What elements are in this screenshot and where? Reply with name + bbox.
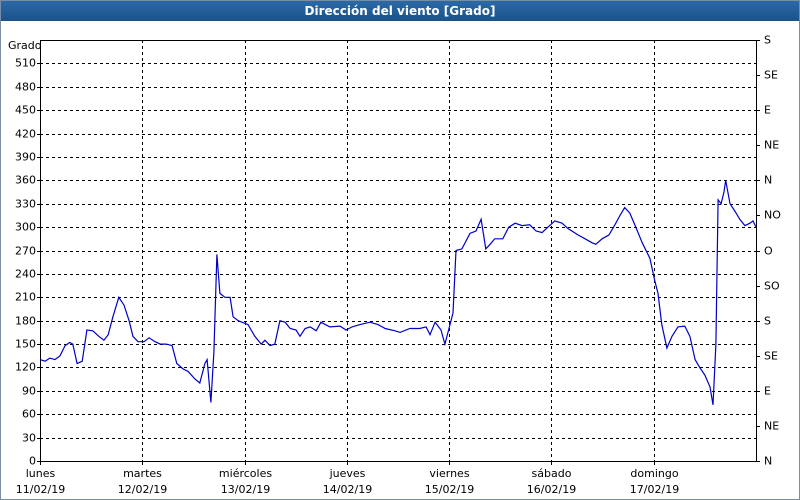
y-tick-label: 90 (22, 385, 36, 398)
title-bar: Dirección del viento [Grado] (1, 1, 799, 21)
y-tick-label: 0 (29, 455, 36, 468)
y-tick-label: 480 (15, 81, 36, 94)
x-tick-label: 17/02/19 (630, 483, 679, 496)
chart: Grado 0 30 60 90 120 150 180 210 240 270 300 330 360… (8, 34, 781, 497)
y-tick-label: 390 (15, 151, 36, 164)
y-tick-label: 30 (22, 432, 36, 445)
y2-tick-label: N (764, 455, 772, 468)
x-tick-label: jueves (329, 467, 366, 480)
y-tick-label: 300 (15, 221, 36, 234)
y-tick-label: 450 (15, 104, 36, 117)
y-tick-label: 240 (15, 268, 36, 281)
y2-tick-label: O (764, 245, 773, 258)
x-tick-label: 13/02/19 (221, 483, 270, 496)
y-tick-label: 60 (22, 408, 36, 421)
y2-tick-label: NE (764, 420, 779, 433)
y2-tick-label: NO (764, 209, 781, 222)
x-tick-label: miércoles (219, 467, 272, 480)
y-tick-label: 420 (15, 128, 36, 141)
y2-tick-label: S (764, 34, 771, 47)
y-tick-label: 180 (15, 315, 36, 328)
y-tick-label: 120 (15, 361, 36, 374)
y2-tick-label: SE (764, 350, 778, 363)
y-tick-label: 510 (15, 57, 36, 70)
y-axis-label: Grado (8, 39, 42, 52)
y-tick-label: 210 (15, 291, 36, 304)
y-tick-label: 330 (15, 198, 36, 211)
y-tick-label: 360 (15, 174, 36, 187)
x-tick-label: 15/02/19 (425, 483, 474, 496)
y2-tick-label: SE (764, 69, 778, 82)
y2-tick-label: E (764, 104, 771, 117)
y-tick-label: 270 (15, 245, 36, 258)
y2-tick-label: E (764, 385, 771, 398)
y2-tick-label: S (764, 315, 771, 328)
plot-frame (40, 40, 757, 462)
x-tick-label: sábado (532, 467, 572, 480)
y-tick-label: 150 (15, 338, 36, 351)
y2-tick-label: SO (764, 280, 780, 293)
y2-tick-label: N (764, 174, 772, 187)
x-tick-label: martes (123, 467, 162, 480)
y2-tick-label: NE (764, 139, 779, 152)
x-tick-label: 11/02/19 (16, 483, 65, 496)
x-tick-label: viernes (429, 467, 469, 480)
x-tick-label: 14/02/19 (323, 483, 372, 496)
data-line (39, 180, 757, 405)
x-tick-label: 12/02/19 (118, 483, 167, 496)
x-tick-label: 16/02/19 (527, 483, 576, 496)
x-tick-label: lunes (26, 467, 56, 480)
x-tick-label: domingo (630, 467, 678, 480)
